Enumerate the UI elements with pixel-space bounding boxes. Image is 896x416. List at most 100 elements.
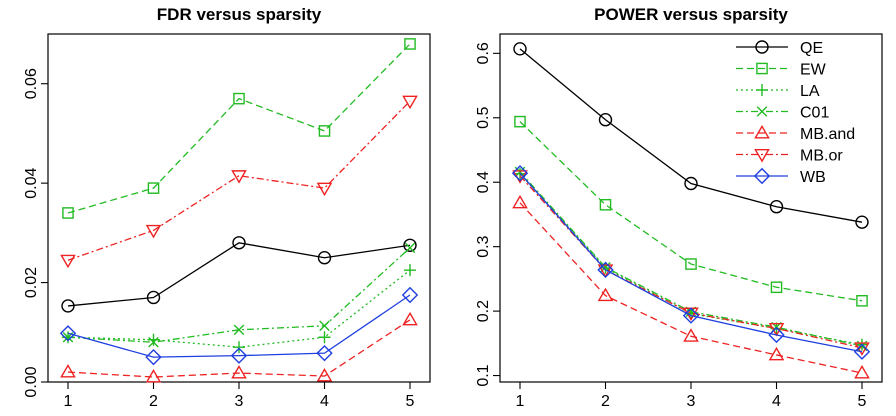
data-point bbox=[599, 198, 612, 211]
data-point bbox=[316, 182, 333, 197]
y-tick-label: 0.4 bbox=[475, 171, 492, 193]
series-line bbox=[67, 319, 411, 378]
data-point bbox=[233, 92, 245, 105]
series-MB.and bbox=[60, 311, 418, 383]
x-tick-label: 2 bbox=[601, 393, 610, 410]
data-point bbox=[770, 281, 783, 294]
data-point bbox=[401, 286, 419, 304]
data-point bbox=[147, 333, 160, 346]
data-point bbox=[404, 38, 416, 50]
chart-panel-1: FDR versus sparsity 1 2 3 4 5 0.00 0.02 0.04 0.06 bbox=[23, 5, 431, 410]
legend-label: EW bbox=[800, 62, 827, 79]
data-point bbox=[683, 328, 699, 342]
data-point bbox=[597, 264, 614, 278]
chart-panel-2: POWER versus sparsity 1 2 3 4 5 0.1 0.2 0.3 0.4 0.… bbox=[475, 5, 883, 410]
data-point bbox=[145, 348, 162, 366]
data-point bbox=[230, 347, 248, 364]
series-line bbox=[67, 242, 411, 307]
series-line bbox=[519, 48, 863, 223]
series-MB.and bbox=[512, 194, 870, 379]
data-point bbox=[317, 251, 332, 265]
y-tick-label: 0.02 bbox=[23, 267, 40, 298]
data-point bbox=[598, 113, 613, 127]
series-line bbox=[67, 43, 411, 214]
legend-label: LA bbox=[800, 83, 820, 100]
x-tick-label: 4 bbox=[320, 393, 329, 410]
series-MB.or bbox=[512, 170, 870, 356]
data-point bbox=[318, 125, 331, 137]
data-point bbox=[145, 224, 162, 239]
data-point bbox=[404, 264, 416, 277]
data-point bbox=[233, 324, 245, 336]
legend-label: MB.and bbox=[800, 126, 855, 143]
y-tick-label: 0.2 bbox=[475, 300, 492, 322]
data-point bbox=[597, 287, 614, 302]
data-point bbox=[316, 368, 333, 382]
legend-marker bbox=[756, 106, 768, 117]
series-line bbox=[519, 172, 863, 353]
data-point bbox=[769, 200, 784, 214]
data-point bbox=[145, 369, 162, 383]
data-point bbox=[231, 170, 247, 184]
data-point bbox=[684, 176, 698, 191]
legend-label: MB.or bbox=[800, 148, 843, 165]
y-tick-label: 0.1 bbox=[475, 364, 492, 386]
data-point bbox=[59, 325, 77, 342]
data-point bbox=[853, 343, 871, 360]
legend-label: C01 bbox=[800, 105, 829, 122]
x-tick-label: 4 bbox=[772, 393, 781, 410]
data-point bbox=[148, 336, 159, 348]
data-point bbox=[316, 344, 333, 362]
series-EW bbox=[62, 38, 416, 219]
y-tick-label: 0.3 bbox=[475, 235, 492, 257]
series-line bbox=[67, 269, 411, 348]
x-tick-label: 1 bbox=[516, 393, 525, 410]
y-tick-label: 0.6 bbox=[475, 42, 492, 64]
series-WB bbox=[511, 165, 871, 360]
series-line bbox=[67, 247, 411, 343]
data-point bbox=[513, 42, 527, 56]
y-tick-label: 0.00 bbox=[23, 366, 40, 397]
data-point bbox=[856, 295, 868, 307]
series-line bbox=[519, 171, 863, 347]
data-point bbox=[685, 258, 697, 270]
series-line bbox=[67, 294, 411, 358]
data-point bbox=[60, 364, 76, 378]
x-tick-label: 2 bbox=[149, 393, 158, 410]
legend-marker bbox=[755, 40, 769, 54]
series-QE bbox=[61, 236, 417, 313]
series-line bbox=[519, 202, 863, 374]
data-point bbox=[768, 323, 785, 337]
data-point bbox=[147, 182, 160, 194]
series-QE bbox=[513, 42, 869, 229]
x-tick-label: 3 bbox=[687, 393, 696, 410]
legend: QE EW LA C01 MB.and MB.or WB bbox=[736, 40, 855, 186]
data-point bbox=[404, 242, 416, 254]
legend-marker bbox=[753, 167, 771, 185]
data-point bbox=[512, 194, 528, 209]
y-tick-label: 0.5 bbox=[475, 107, 492, 129]
x-tick-label: 5 bbox=[406, 393, 415, 410]
data-point bbox=[62, 207, 74, 219]
data-point bbox=[402, 95, 418, 110]
x-tick-label: 1 bbox=[64, 393, 73, 410]
data-point bbox=[682, 307, 700, 324]
data-point bbox=[233, 341, 245, 354]
series-MB.or bbox=[60, 95, 418, 269]
series-EW bbox=[514, 115, 868, 307]
series-line bbox=[67, 100, 411, 261]
series-line bbox=[519, 121, 863, 302]
data-point bbox=[514, 115, 526, 128]
data-point bbox=[403, 238, 417, 252]
data-point bbox=[854, 364, 870, 379]
data-point bbox=[146, 290, 161, 305]
data-point bbox=[232, 236, 246, 250]
data-point bbox=[855, 215, 869, 229]
data-point bbox=[61, 299, 75, 313]
chart-title: FDR versus sparsity bbox=[157, 5, 322, 24]
legend-marker bbox=[754, 125, 770, 139]
data-point bbox=[318, 331, 331, 344]
data-point bbox=[60, 254, 76, 269]
